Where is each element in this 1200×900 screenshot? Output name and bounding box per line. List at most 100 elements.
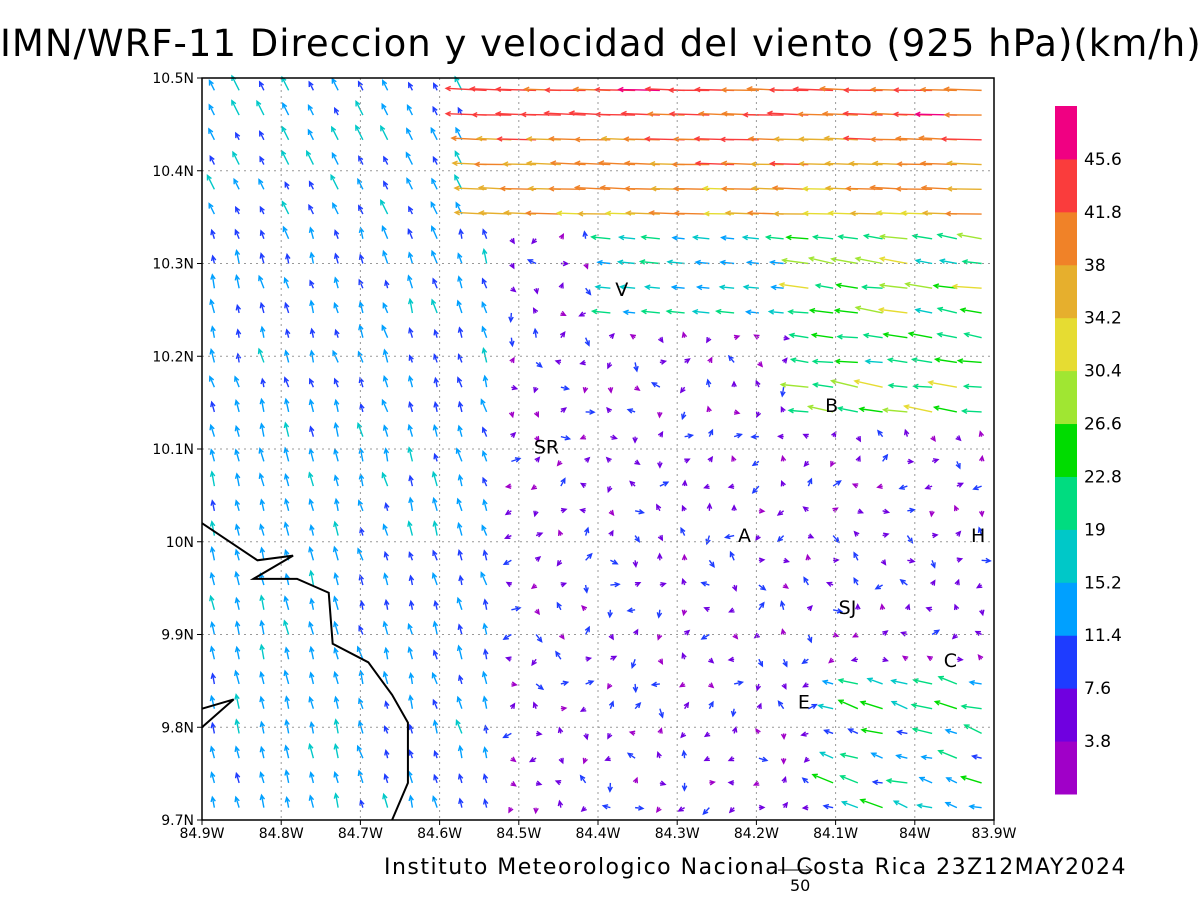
- wind-vector: [584, 625, 590, 635]
- wind-vector: [930, 435, 936, 443]
- wind-vector: [695, 284, 710, 291]
- wind-vector-head: [700, 581, 707, 587]
- wind-vector-shaft: [359, 325, 364, 338]
- wind-vector-head: [444, 85, 452, 92]
- wind-vector: [752, 780, 760, 786]
- wind-vector-head: [432, 795, 438, 802]
- wind-vector-shaft: [904, 405, 933, 413]
- wind-vector-head: [819, 751, 826, 757]
- wind-vector: [308, 80, 315, 91]
- wind-vector-head: [408, 81, 414, 89]
- wind-vector-head: [607, 786, 613, 793]
- wind-vector-head: [837, 699, 844, 705]
- wind-vector-head: [281, 200, 287, 207]
- wind-vector: [720, 185, 759, 192]
- wind-vector: [359, 600, 365, 610]
- wind-vector-head: [768, 87, 775, 93]
- wind-vector-head: [209, 423, 215, 431]
- wind-vector-head: [457, 106, 463, 114]
- wind-vector-head: [509, 702, 516, 709]
- wind-vector: [408, 400, 414, 413]
- wind-vector-head: [282, 225, 288, 233]
- wind-vector-head: [751, 460, 759, 467]
- wind-vector: [703, 731, 711, 738]
- wind-vector-head: [848, 160, 855, 167]
- wind-vector-shaft: [235, 694, 240, 709]
- wind-vector: [510, 431, 517, 438]
- wind-vector-head: [549, 160, 557, 166]
- wind-vector-shaft: [284, 303, 290, 314]
- wind-vector-head: [259, 422, 266, 429]
- wind-vector-shaft: [385, 648, 389, 660]
- wind-vector: [925, 606, 933, 612]
- wind-vector-head: [234, 448, 240, 455]
- wind-vector-head: [909, 507, 916, 514]
- wind-vector: [781, 683, 787, 690]
- wind-vector: [960, 703, 982, 710]
- wind-vector-shaft: [384, 573, 389, 586]
- wind-vector: [382, 670, 389, 685]
- wind-vector: [528, 756, 537, 763]
- wind-vector-head: [854, 256, 862, 262]
- wind-vector: [608, 634, 614, 641]
- wind-vector-head: [308, 377, 315, 385]
- wind-vector: [504, 483, 512, 489]
- wind-vector-shaft: [699, 112, 735, 116]
- wind-vector-shaft: [861, 729, 883, 735]
- wind-vector-head: [854, 305, 862, 312]
- wind-vector: [758, 508, 766, 514]
- wind-vector-head: [308, 203, 314, 211]
- wind-vector: [807, 533, 815, 539]
- wind-vector: [382, 301, 389, 314]
- wind-vector-shaft: [334, 648, 339, 660]
- wind-vector: [210, 721, 216, 734]
- wind-vector-head: [209, 771, 216, 778]
- wind-vector: [510, 781, 517, 787]
- wind-vector-head: [611, 434, 618, 440]
- wind-vector-shaft: [835, 309, 858, 314]
- wind-vector: [283, 521, 290, 536]
- wind-vector-head: [511, 681, 518, 687]
- wind-vector-head: [741, 111, 749, 118]
- wind-vector-shaft: [716, 310, 735, 314]
- wind-vector-head: [924, 484, 931, 490]
- wind-vector-head: [309, 771, 315, 778]
- wind-vector: [819, 751, 834, 759]
- wind-vector-head: [333, 447, 339, 455]
- wind-vector-shaft: [383, 425, 389, 437]
- wind-vector-shaft: [236, 621, 240, 635]
- wind-vector-head: [755, 534, 761, 542]
- wind-vector-shaft: [284, 670, 290, 685]
- wind-vector-head: [920, 184, 928, 191]
- wind-vector: [259, 205, 265, 215]
- wind-vector: [953, 603, 960, 611]
- wind-vector-head: [736, 432, 743, 439]
- wind-vector-head: [509, 262, 515, 270]
- wind-vector-shaft: [457, 697, 463, 709]
- wind-vector: [655, 806, 662, 813]
- wind-vector-shaft: [306, 151, 315, 165]
- wind-vector: [768, 87, 809, 93]
- wind-vector-shaft: [260, 595, 265, 610]
- wind-vector-head: [333, 742, 339, 750]
- wind-vector-head: [601, 804, 609, 810]
- wind-vector-head: [903, 428, 910, 436]
- wind-vector-head: [534, 556, 542, 562]
- wind-vector-head: [450, 135, 457, 142]
- city-label-a: A: [738, 525, 751, 547]
- wind-vector: [580, 806, 587, 813]
- wind-vector-head: [898, 484, 906, 490]
- wind-vector-head: [968, 804, 975, 810]
- wind-vector-head: [481, 449, 488, 457]
- wind-vector-head: [309, 251, 315, 259]
- coastline-peninsula: [201, 698, 235, 729]
- wind-vector-head: [727, 780, 735, 786]
- wind-vector: [836, 406, 859, 413]
- wind-vector: [383, 646, 390, 660]
- wind-vector-head: [259, 523, 265, 530]
- wind-vector: [209, 620, 216, 635]
- wind-vector-head: [355, 124, 361, 131]
- wind-vector: [629, 333, 637, 340]
- wind-vector-shaft: [284, 499, 290, 512]
- wind-vector: [433, 376, 439, 388]
